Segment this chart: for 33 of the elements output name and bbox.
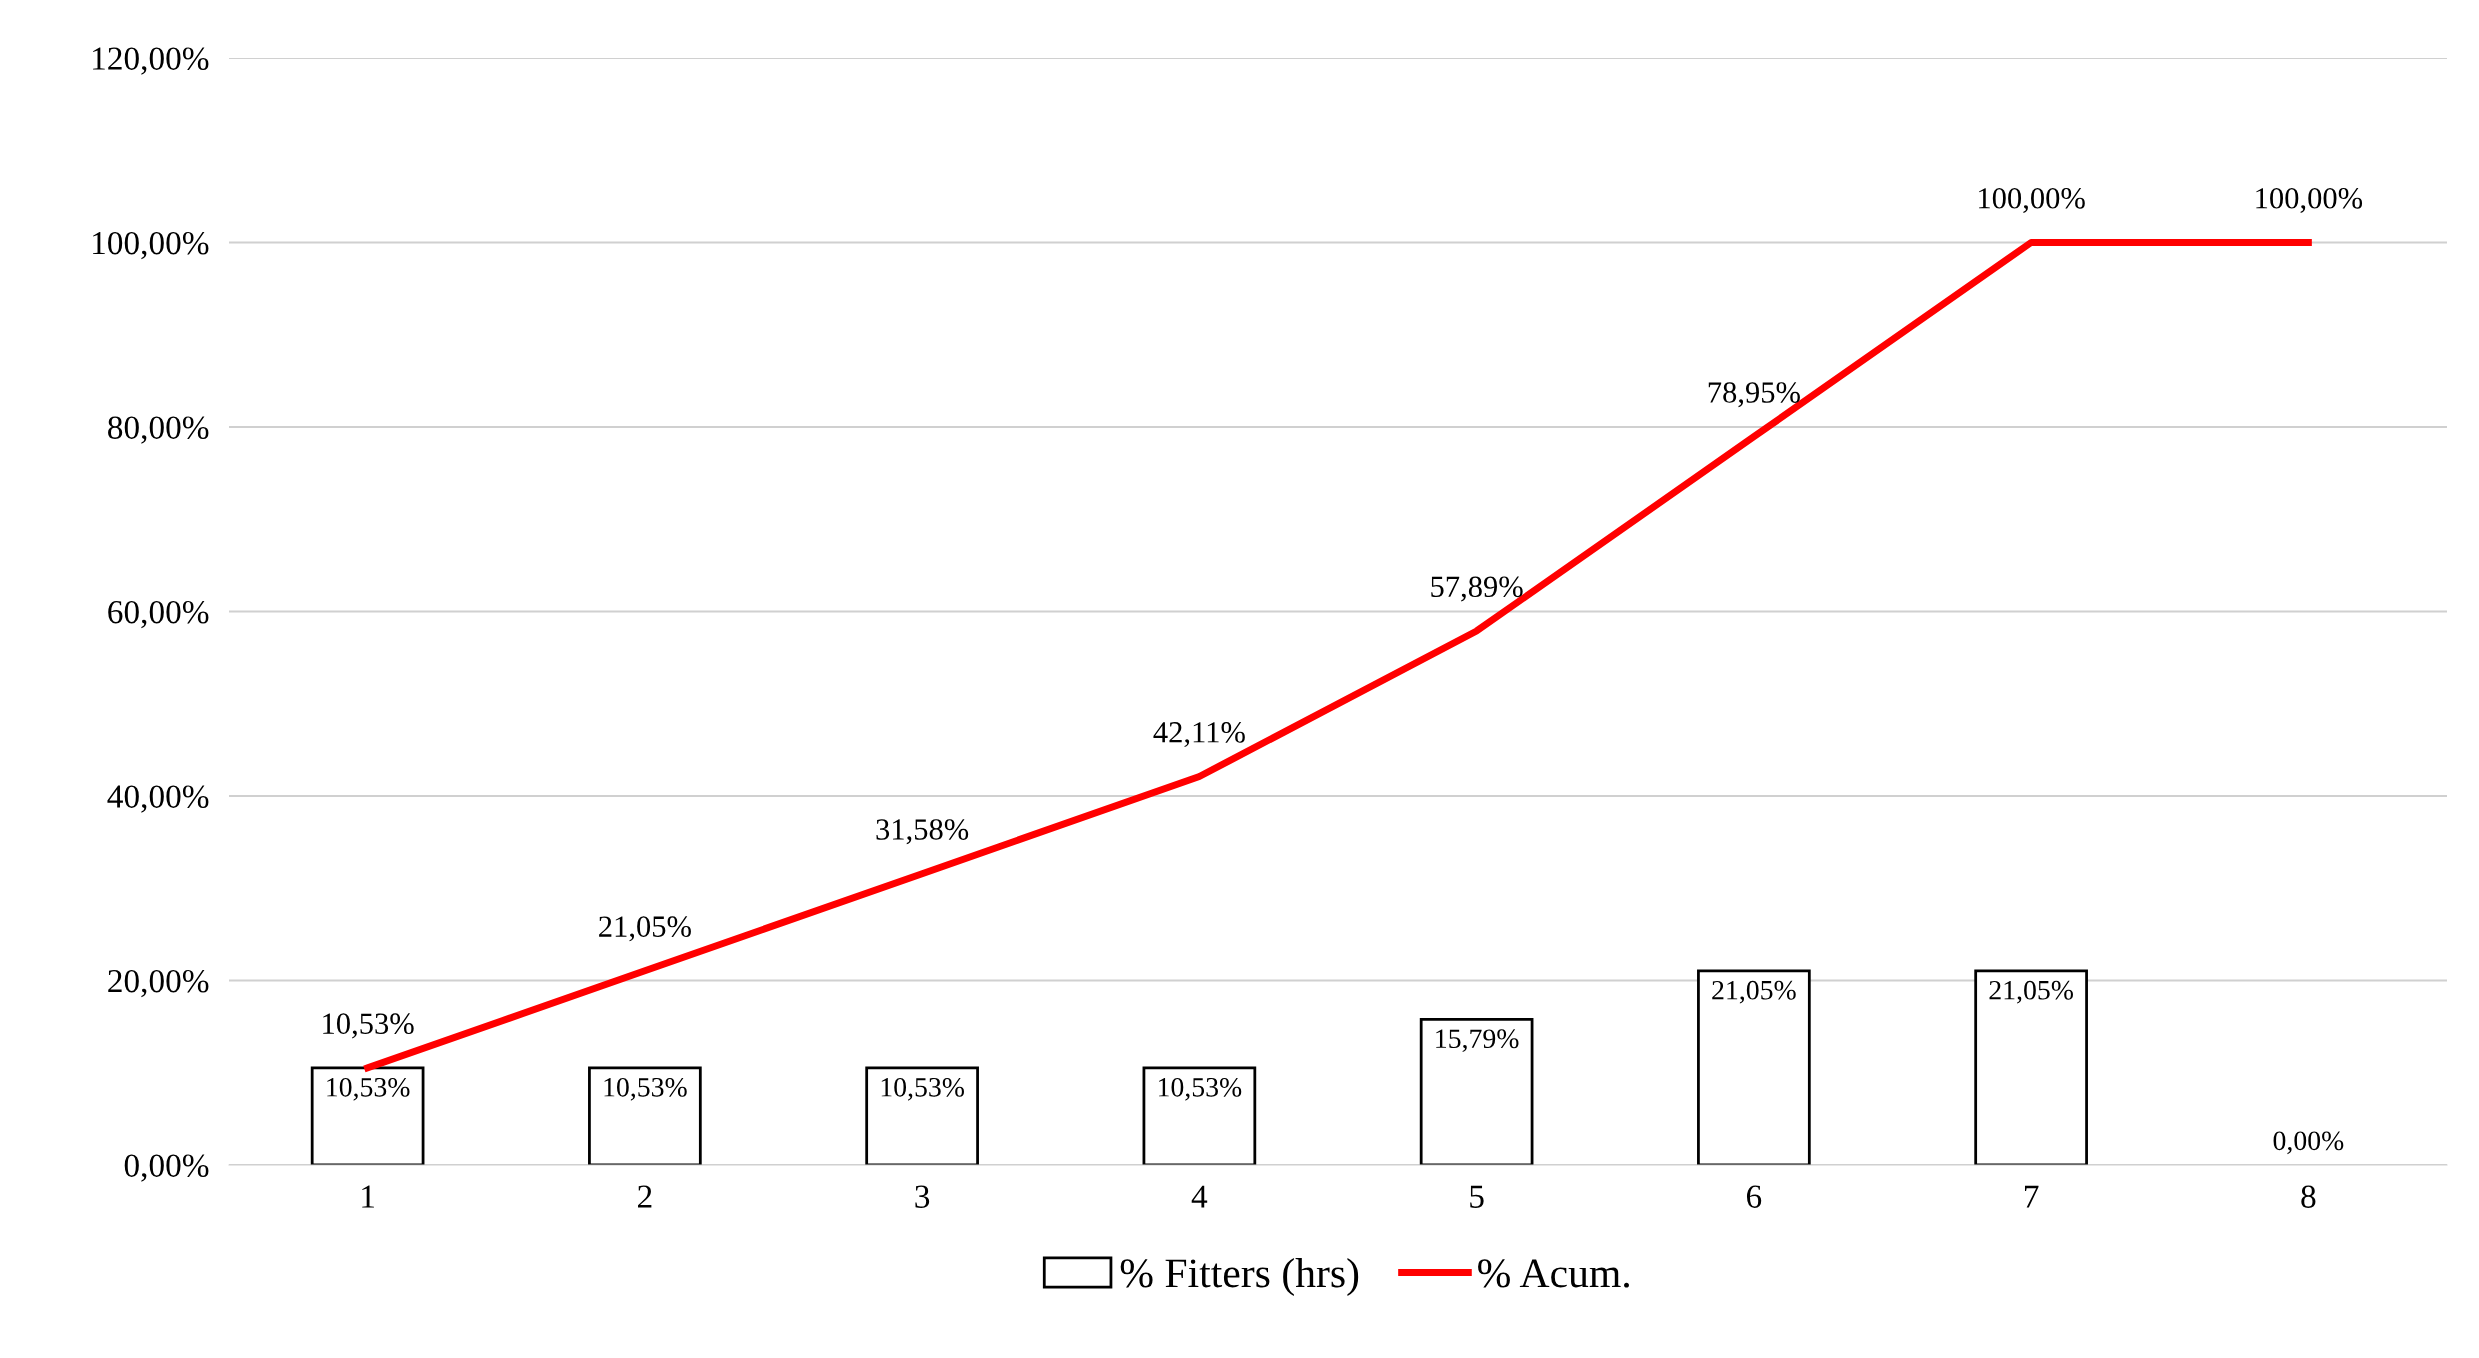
data-label: 100,00% xyxy=(2256,188,2363,214)
y-tick-label: 80,00% xyxy=(108,416,209,444)
data-label: 15,79% xyxy=(1436,1029,1519,1053)
y-tick-label: 120,00% xyxy=(93,47,209,75)
data-label: 10,53% xyxy=(604,1077,687,1101)
y-tick-label: 60,00% xyxy=(108,600,209,629)
data-label: 21,05% xyxy=(1989,980,2073,1004)
data-label: 10,53% xyxy=(327,1077,410,1101)
data-label: 10,53% xyxy=(881,1077,964,1101)
x-tick-label: 1 xyxy=(362,1185,374,1208)
y-tick-label: 40,00% xyxy=(107,785,209,813)
data-label: 100,00% xyxy=(1979,188,2085,214)
legend-label: % Acum. xyxy=(1478,1259,1629,1288)
x-tick-label: 3 xyxy=(915,1185,930,1208)
y-tick-label: 20,00% xyxy=(108,969,209,998)
x-tick-label: 2 xyxy=(638,1185,652,1208)
y-tick-label: 100,00% xyxy=(93,231,209,260)
x-tick-label: 7 xyxy=(2024,1185,2039,1208)
data-label: 42,11% xyxy=(1153,722,1245,748)
x-tick-label: 4 xyxy=(1191,1185,1208,1208)
x-tick-label: 8 xyxy=(2301,1185,2316,1208)
x-tick-label: 5 xyxy=(1470,1185,1484,1208)
data-label: 31,58% xyxy=(876,819,969,845)
x-tick-label: 6 xyxy=(1746,1185,1762,1208)
data-label: 0,00% xyxy=(2273,1131,2344,1155)
data-label: 21,05% xyxy=(1712,980,1796,1004)
data-label: 57,89% xyxy=(1431,576,1523,602)
legend-label: % Fitters (hrs) xyxy=(1120,1258,1359,1296)
data-label: 21,05% xyxy=(599,916,691,942)
data-label: 10,53% xyxy=(1159,1077,1242,1101)
data-label: 10,53% xyxy=(323,1013,414,1039)
y-tick-label: 0,00% xyxy=(124,1154,209,1182)
data-label: 78,95% xyxy=(1708,382,1800,408)
